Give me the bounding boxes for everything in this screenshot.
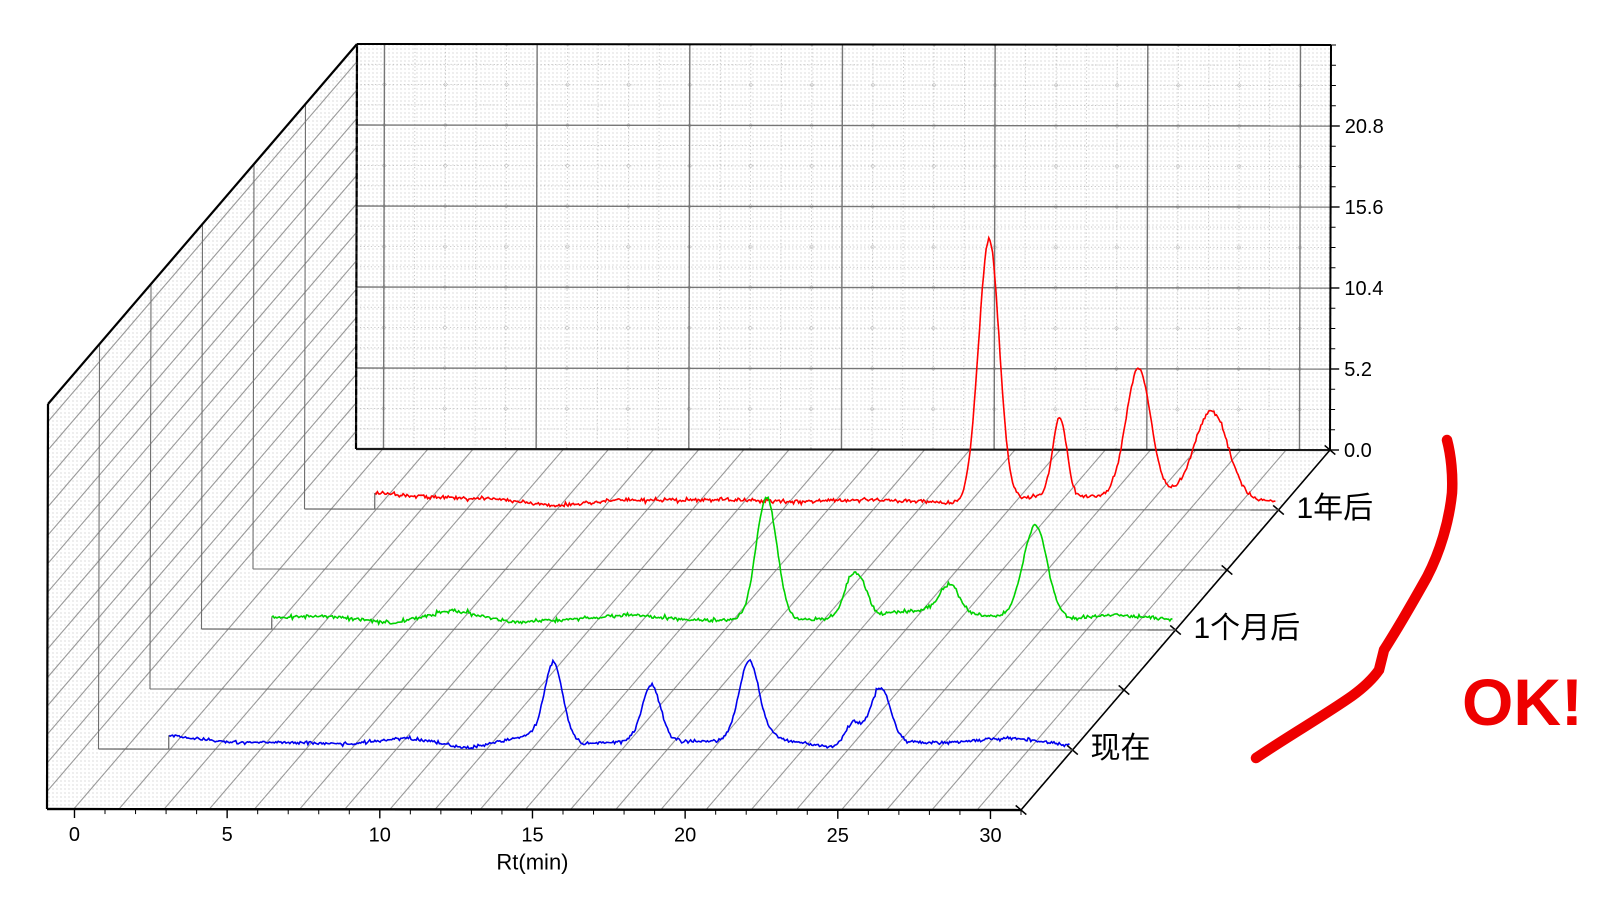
svg-text:0: 0 bbox=[69, 824, 80, 846]
svg-text:1个月后: 1个月后 bbox=[1194, 612, 1301, 645]
svg-text:OK!: OK! bbox=[1462, 665, 1583, 739]
svg-text:现在: 现在 bbox=[1091, 732, 1151, 765]
svg-text:15.6: 15.6 bbox=[1345, 197, 1384, 219]
svg-text:15: 15 bbox=[521, 825, 543, 847]
svg-text:10.4: 10.4 bbox=[1344, 278, 1383, 300]
svg-text:10: 10 bbox=[369, 824, 391, 846]
svg-text:30: 30 bbox=[979, 825, 1001, 847]
svg-text:5.2: 5.2 bbox=[1344, 359, 1372, 381]
svg-text:0.0: 0.0 bbox=[1344, 440, 1372, 462]
svg-text:5: 5 bbox=[222, 824, 233, 846]
svg-text:20: 20 bbox=[674, 825, 696, 847]
svg-text:25: 25 bbox=[827, 825, 849, 847]
svg-text:1年后: 1年后 bbox=[1297, 492, 1374, 525]
svg-text:Rt(min): Rt(min) bbox=[496, 850, 568, 875]
svg-text:20.8: 20.8 bbox=[1345, 116, 1384, 138]
